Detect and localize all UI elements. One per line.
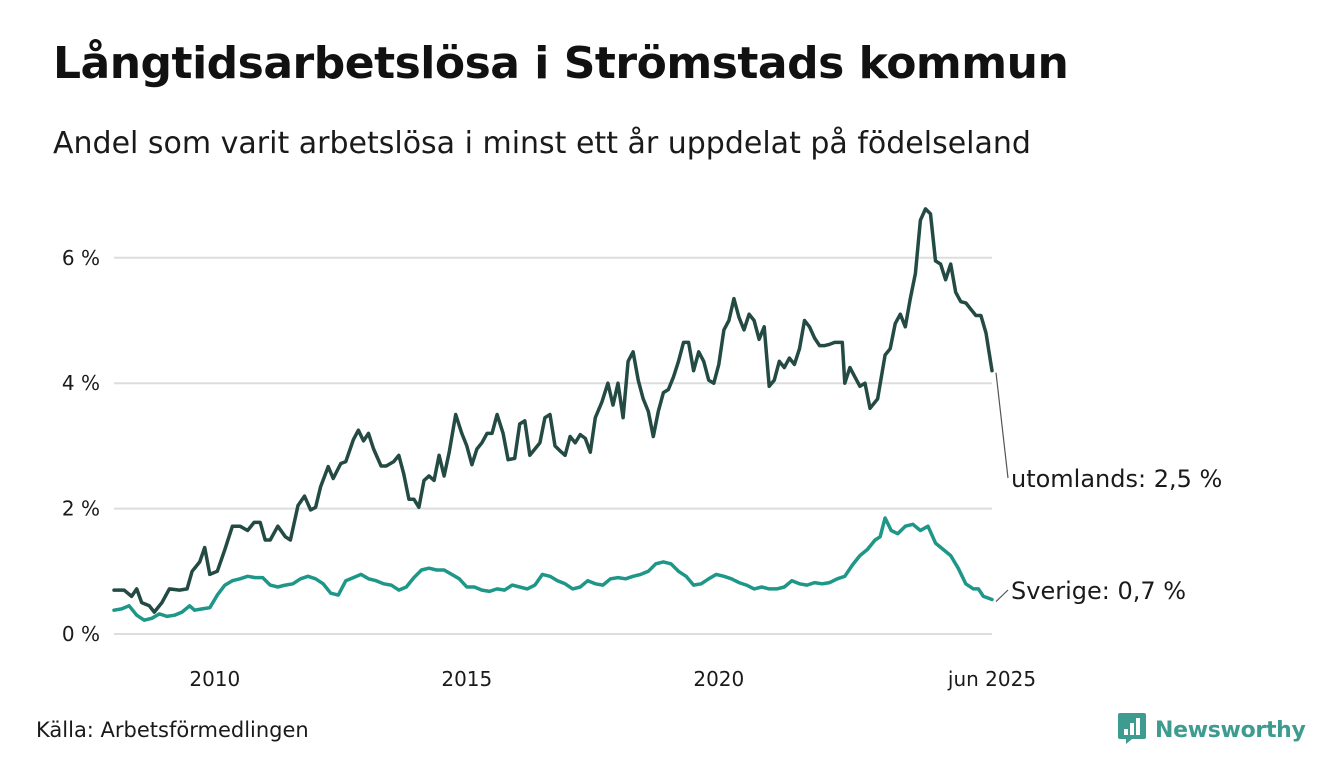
y-axis-ticks: 0 % 2 % 4 % 6 % [62, 246, 100, 646]
end-label-sverige: Sverige: 0,7 % [1011, 577, 1186, 605]
x-tick-label: jun 2025 [947, 667, 1036, 691]
source-note: Källa: Arbetsförmedlingen [36, 718, 309, 742]
series-line-utomlands [112, 207, 994, 614]
end-label-utomlands: utomlands: 2,5 % [1011, 465, 1222, 493]
end-label-connector-sverige [995, 589, 1009, 602]
series-lines [112, 207, 994, 622]
brand-logo: Newsworthy [1117, 713, 1306, 747]
x-axis-ticks: 2010 2015 2020 jun 2025 [189, 667, 1036, 691]
y-tick-label: 2 % [62, 497, 100, 521]
chart-subtitle: Andel som varit arbetslösa i minst ett å… [53, 126, 1031, 161]
x-tick-label: 2010 [189, 667, 240, 691]
newsworthy-logo-icon [1117, 711, 1147, 749]
chart-title: Långtidsarbetslösa i Strömstads kommun [53, 38, 1069, 89]
y-tick-label: 4 % [62, 371, 100, 395]
end-label-connector-utomlands [995, 372, 1009, 479]
line-chart: 0 % 2 % 4 % 6 % 2010 2015 2020 jun 2025 utomla… [62, 207, 1222, 691]
x-tick-label: 2015 [441, 667, 492, 691]
x-tick-label: 2020 [693, 667, 744, 691]
brand-name: Newsworthy [1155, 717, 1306, 743]
y-tick-label: 0 % [62, 622, 100, 646]
series-end-labels: utomlands: 2,5 % Sverige: 0,7 % [995, 372, 1222, 605]
y-tick-label: 6 % [62, 246, 100, 270]
series-line-sverige [112, 516, 994, 622]
